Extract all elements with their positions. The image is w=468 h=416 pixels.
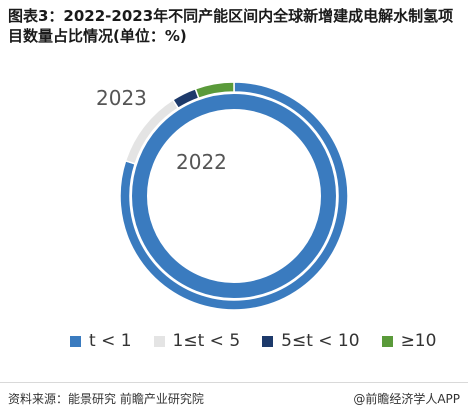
- chart-title: 图表3：2022-2023年不同产能区间内全球新增建成电解水制氢项目数量占比情况…: [8, 7, 454, 45]
- slice-2023-t-ge-10: [194, 81, 235, 100]
- legend-label-t-5-10: 5≤t < 10: [281, 331, 360, 351]
- legend-swatch-t-ge-10: [381, 335, 393, 347]
- inner-ring-label: 2022: [176, 150, 227, 174]
- outer-ring-2023: [119, 81, 349, 311]
- legend-swatch-t-lt-1: [70, 335, 81, 347]
- outer-ring-label: 2023: [96, 86, 147, 110]
- legend-label-t-ge-10: ≥10: [400, 331, 437, 351]
- inner-ring-2022: [132, 94, 336, 298]
- legend-item-t-5-10: 5≤t < 10: [262, 331, 360, 351]
- legend-swatch-t-1-5: [153, 335, 165, 347]
- chart-legend: t < 1 1≤t < 5 5≤t < 10 ≥10: [70, 330, 436, 352]
- legend-item-t-1-5: 1≤t < 5: [153, 331, 241, 351]
- brand-label: @前瞻经济学人APP: [353, 392, 460, 406]
- legend-label-t-lt-1: t < 1: [89, 331, 132, 351]
- footer: 资料来源：能景研究 前瞻产业研究院 @前瞻经济学人APP: [0, 382, 468, 413]
- legend-item-t-ge-10: ≥10: [381, 331, 437, 351]
- legend-item-t-lt-1: t < 1: [70, 331, 132, 351]
- legend-label-t-1-5: 1≤t < 5: [172, 331, 241, 351]
- source-note: 资料来源：能景研究 前瞻产业研究院: [8, 392, 204, 406]
- legend-swatch-t-5-10: [262, 335, 274, 347]
- slice-2022-t-lt-1: [132, 94, 336, 298]
